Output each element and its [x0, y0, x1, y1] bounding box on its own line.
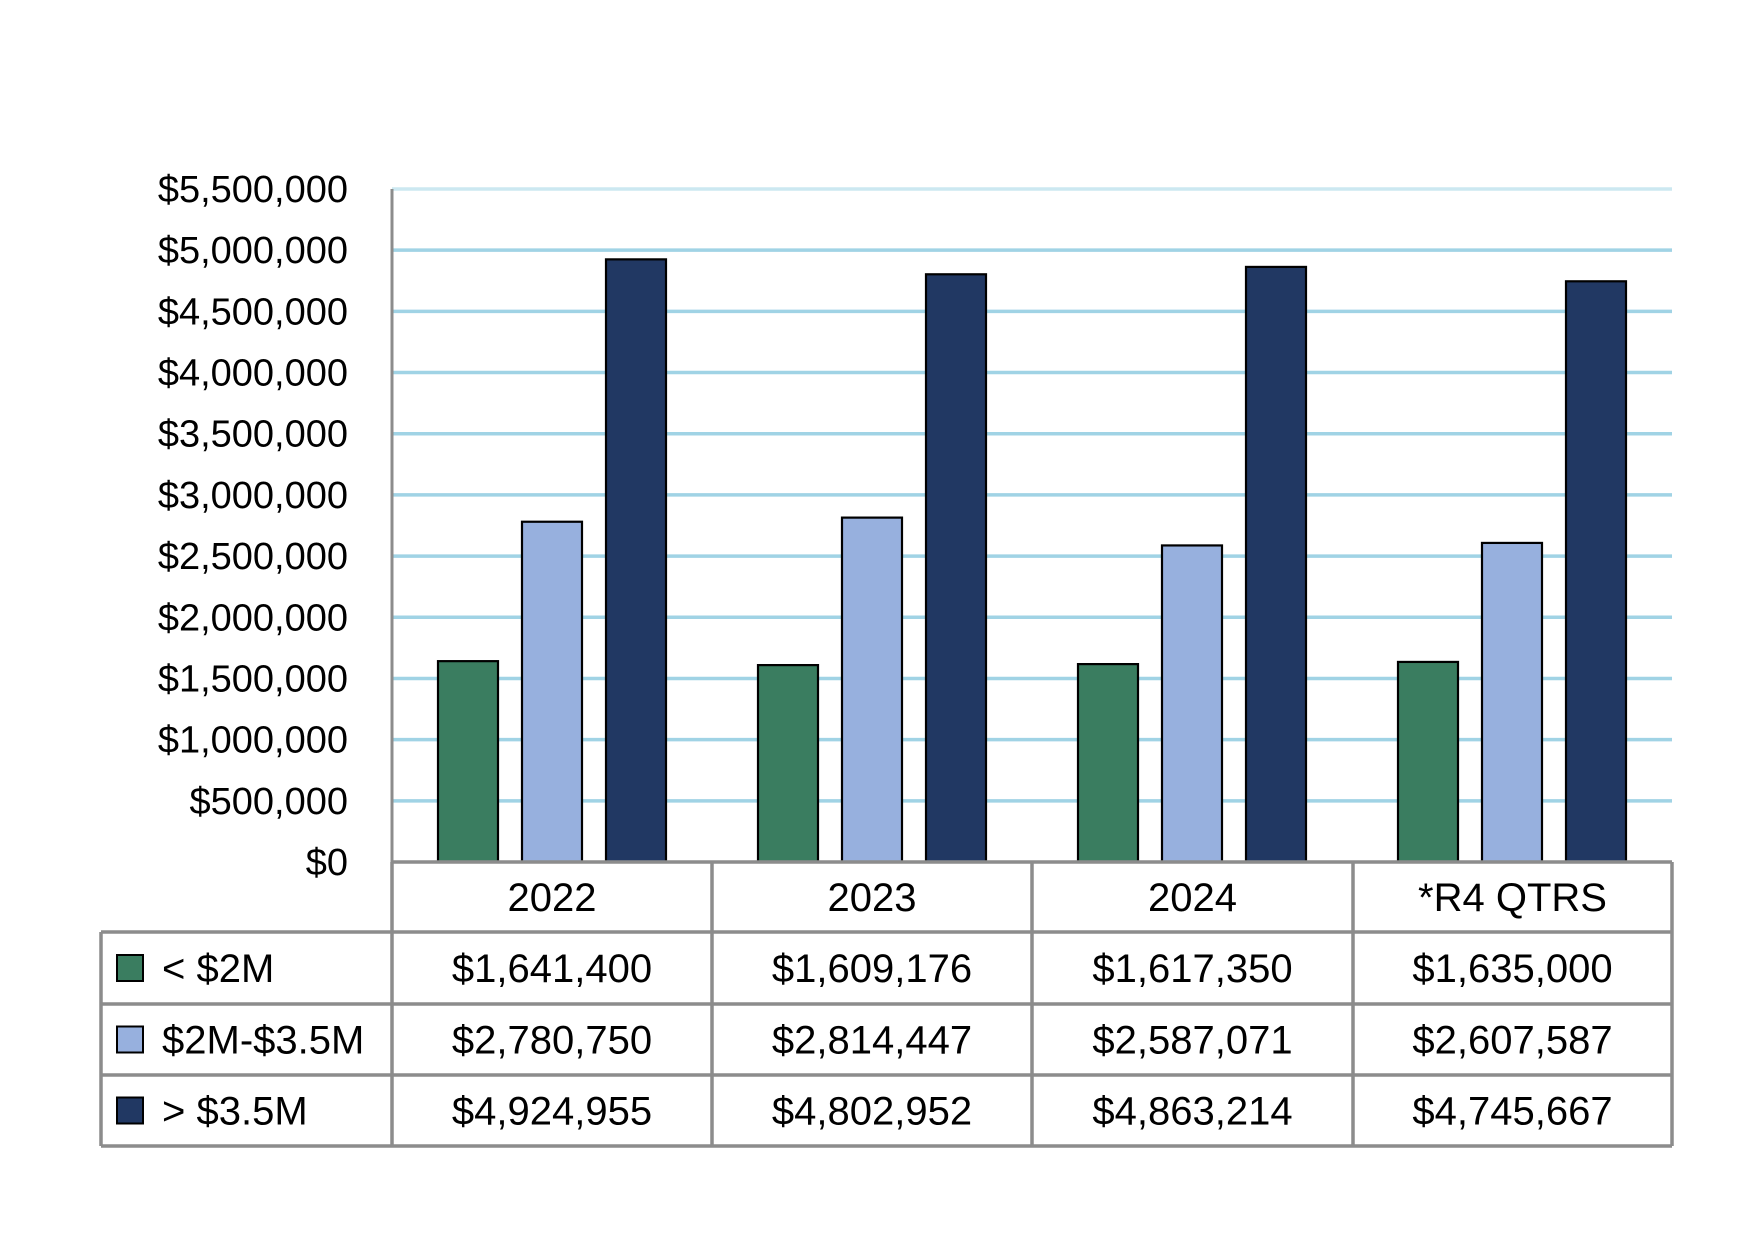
y-tick-label: $2,000,000	[158, 597, 348, 639]
bar	[1564, 280, 1628, 864]
y-tick-label: $1,500,000	[158, 658, 348, 700]
gridlines	[392, 187, 1672, 803]
data-label: $1,617,350	[1092, 947, 1292, 991]
y-tick-label: $1,000,000	[158, 720, 348, 762]
legend-label: $2M-$3.5M	[162, 1019, 364, 1063]
data-label: $4,924,955	[452, 1090, 652, 1134]
bar	[1244, 265, 1308, 864]
y-tick-label: $3,000,000	[158, 475, 348, 517]
bar	[604, 258, 668, 864]
legend-swatch	[116, 954, 144, 982]
data-label: $4,745,667	[1412, 1090, 1612, 1134]
data-label: $4,802,952	[772, 1090, 972, 1134]
data-label: $1,641,400	[452, 947, 652, 991]
bar	[436, 660, 500, 864]
bar	[840, 516, 904, 864]
legend-swatch	[116, 1025, 144, 1054]
legend-swatch	[116, 1096, 144, 1125]
y-tick-label: $5,500,000	[158, 169, 348, 211]
y-tick-label: $3,500,000	[158, 414, 348, 456]
data-table: 2022 2023 2024 *R4 QTRS < $2M $1,641,400 $1,60…	[99, 860, 1674, 1148]
legend-label: < $2M	[162, 947, 274, 991]
x-tick-label: *R4 QTRS	[1418, 876, 1607, 920]
bar	[520, 520, 584, 864]
y-tick-label: $5,000,000	[158, 230, 348, 272]
y-tick-label: $2,500,000	[158, 536, 348, 578]
legend-label: > $3.5M	[162, 1090, 308, 1134]
bar	[1396, 660, 1460, 864]
data-label: $1,609,176	[772, 947, 972, 991]
y-tick-label: $0	[306, 842, 348, 884]
y-tick-label: $4,000,000	[158, 353, 348, 395]
data-label: $2,587,071	[1092, 1019, 1292, 1063]
x-tick-label: 2022	[508, 876, 597, 920]
bar	[1160, 544, 1224, 864]
bar	[1480, 541, 1544, 864]
data-label: $2,814,447	[772, 1019, 972, 1063]
bar	[1076, 662, 1140, 864]
y-axis: $0 $500,000 $1,000,000 $1,500,000 $2,000,000…	[158, 169, 394, 884]
x-tick-label: 2024	[1148, 876, 1237, 920]
bar	[756, 663, 820, 864]
bar	[924, 273, 988, 864]
data-label: $2,607,587	[1412, 1019, 1612, 1063]
data-label: $1,635,000	[1412, 947, 1612, 991]
y-tick-label: $4,500,000	[158, 291, 348, 333]
x-tick-label: 2023	[828, 876, 917, 920]
data-label: $4,863,214	[1092, 1090, 1292, 1134]
data-label: $2,780,750	[452, 1019, 652, 1063]
y-tick-label: $500,000	[190, 781, 349, 823]
bars	[436, 258, 1628, 864]
